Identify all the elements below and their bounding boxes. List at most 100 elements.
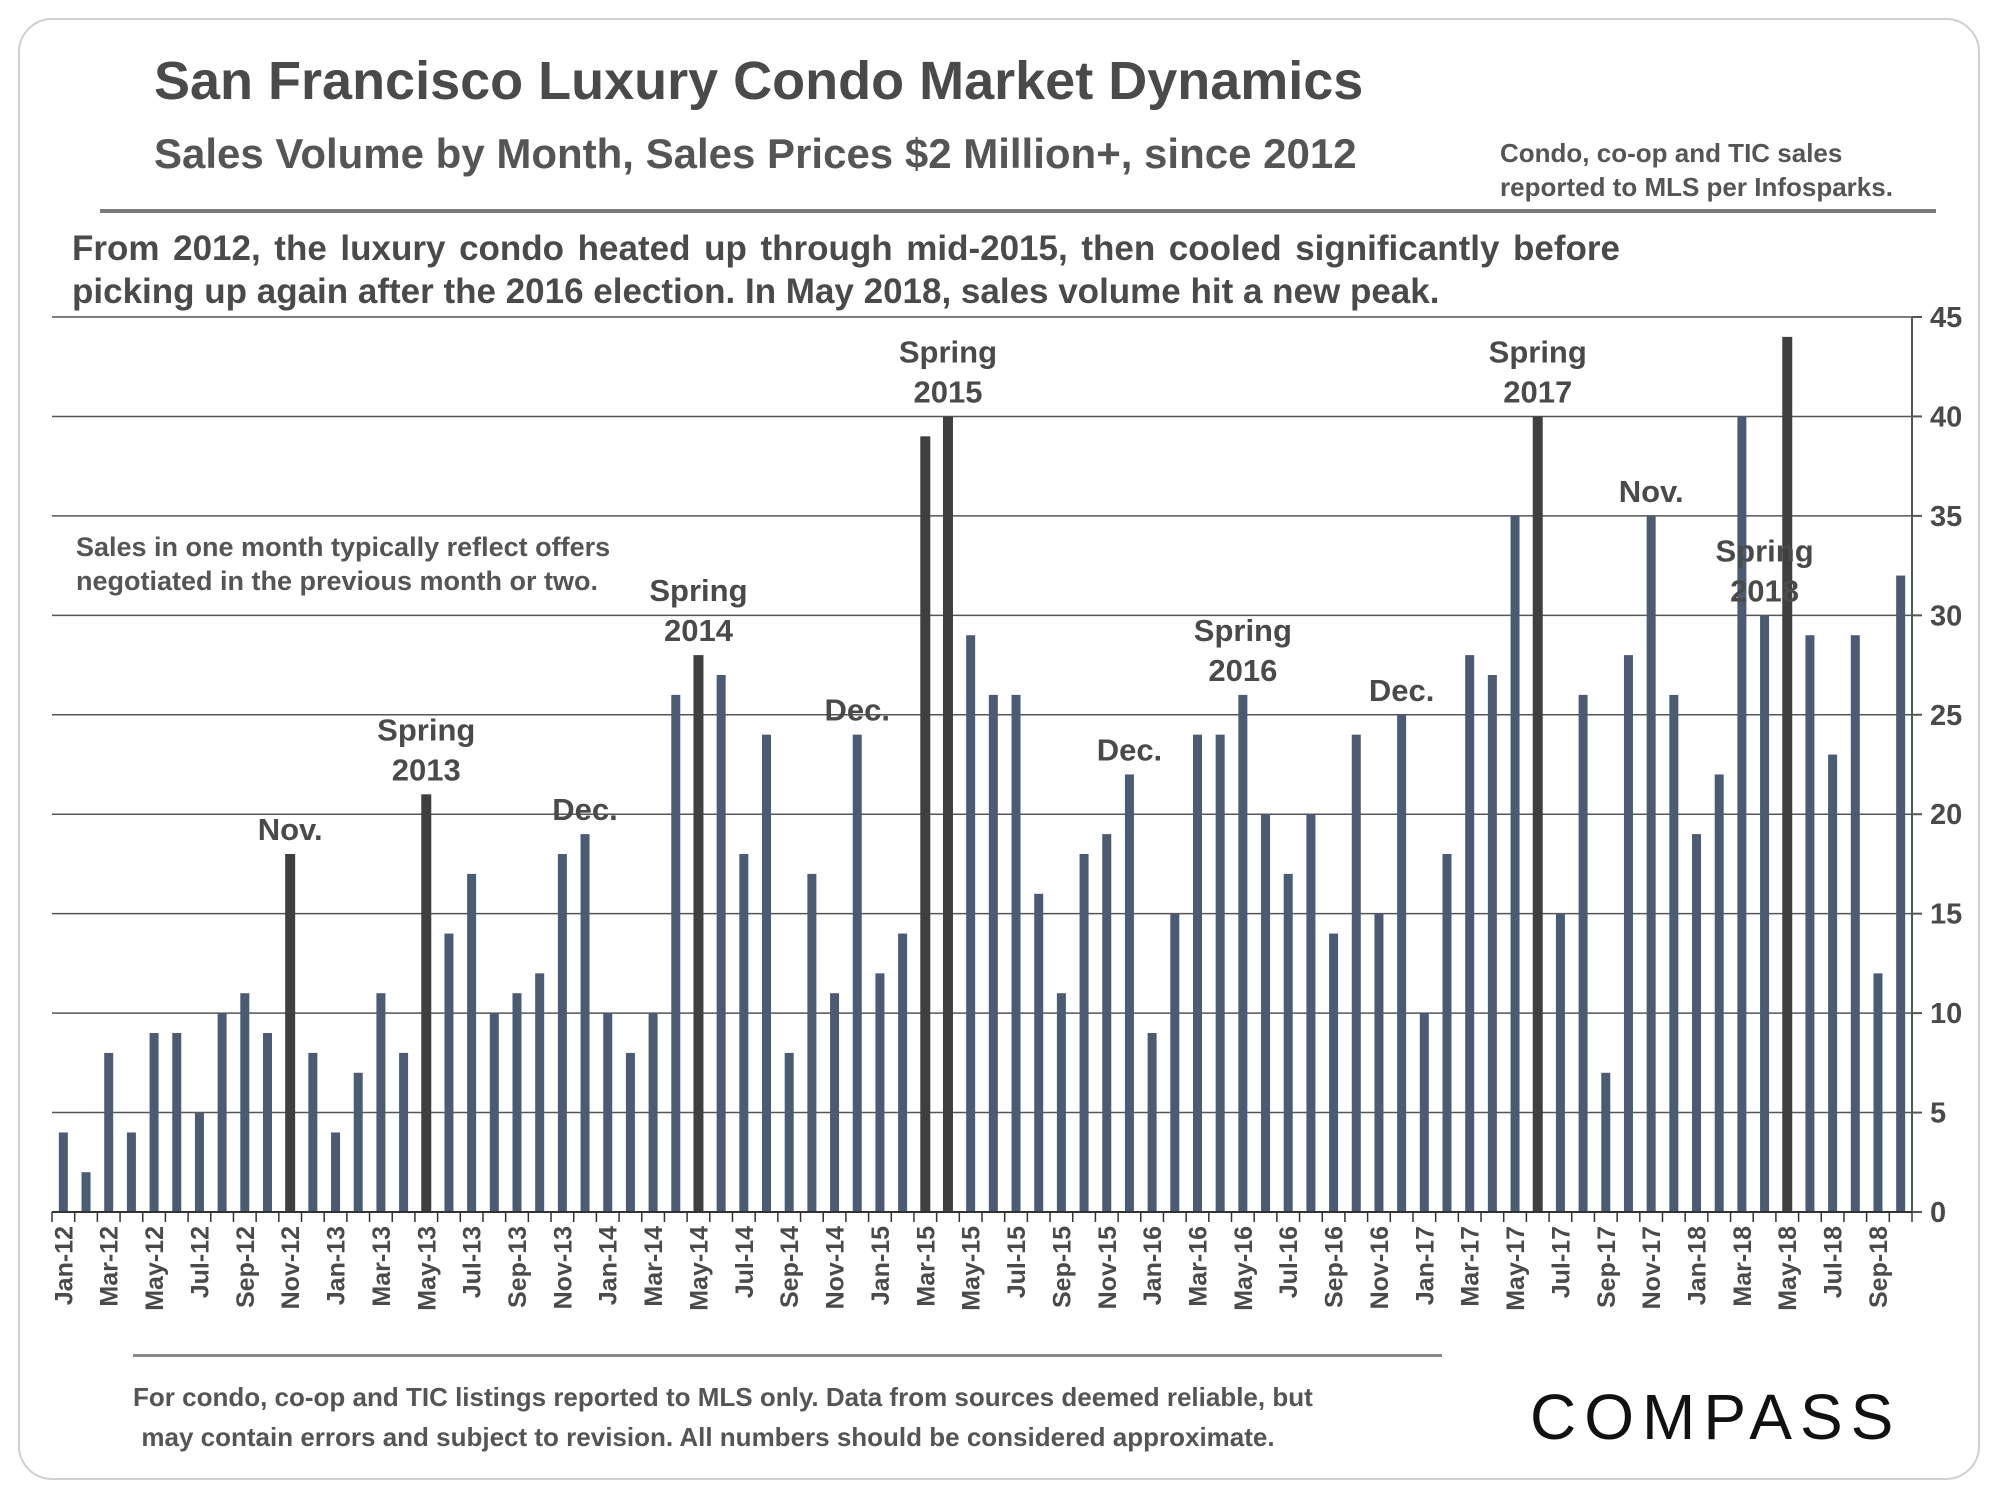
y-tick-label: 35 [1930, 501, 1962, 533]
x-tick-label: May-18 [1774, 1226, 1802, 1311]
annotation-label: 2016 [1208, 653, 1277, 688]
bar-mar-14 [648, 1013, 658, 1212]
annotation-label: 2013 [392, 752, 461, 787]
annotation-label: Nov. [258, 812, 323, 847]
bar-jul-18 [1828, 754, 1838, 1212]
x-tick-label: Jul-18 [1820, 1226, 1848, 1298]
bar-sep-12 [240, 993, 250, 1212]
y-tick-label: 45 [1930, 302, 1962, 334]
bar-dec-15 [1124, 774, 1134, 1212]
bar-aug-18 [1850, 635, 1860, 1212]
bar-nov-14 [830, 993, 840, 1212]
annotation-label: Dec. [552, 792, 617, 827]
annotation-label: Dec. [1369, 673, 1434, 708]
bar-feb-16 [1170, 913, 1180, 1212]
footer-line-1: For condo, co-op and TIC listings report… [133, 1382, 1313, 1412]
x-tick-label: Nov-13 [549, 1226, 577, 1309]
x-tick-label: Sep-18 [1865, 1226, 1893, 1308]
x-tick-label: Sep-14 [776, 1226, 804, 1308]
bar-nov-15 [1102, 834, 1112, 1212]
bar-jun-12 [172, 1033, 182, 1212]
x-tick-label: Nov-15 [1094, 1226, 1122, 1309]
bar-feb-13 [353, 1072, 363, 1212]
bar-jul-13 [467, 873, 477, 1212]
x-tick-label: Jul-12 [186, 1226, 214, 1298]
bar-nov-16 [1374, 913, 1384, 1212]
y-tick-label: 25 [1930, 700, 1962, 732]
source-line-2: reported to MLS per Infosparks. [1500, 172, 1893, 202]
bar-nov-13 [557, 854, 567, 1212]
bar-sep-15 [1056, 993, 1066, 1212]
compass-logo: COMPASS [1530, 1381, 1902, 1453]
bar-aug-14 [762, 734, 772, 1212]
x-tick-label: Jan-13 [323, 1226, 351, 1305]
bar-oct-15 [1079, 854, 1089, 1212]
bar-nov-12 [285, 854, 296, 1212]
bar-jul-15 [1011, 694, 1021, 1212]
bar-sep-18 [1873, 973, 1883, 1212]
bar-jul-12 [194, 1112, 204, 1212]
annotation-label: Spring [377, 712, 475, 747]
bar-jul-17 [1555, 913, 1565, 1212]
x-tick-label: Nov-12 [277, 1226, 305, 1309]
bar-aug-16 [1306, 814, 1316, 1212]
bar-apr-17 [1487, 675, 1497, 1212]
y-tick-label: 10 [1930, 998, 1962, 1030]
chart-title: San Francisco Luxury Condo Market Dynami… [154, 51, 1364, 111]
x-tick-label: Mar-12 [96, 1226, 124, 1307]
bar-oct-17 [1623, 655, 1633, 1212]
bar-oct-16 [1351, 734, 1361, 1212]
x-tick-label: Sep-12 [232, 1226, 260, 1308]
footer-line-2: may contain errors and subject to revisi… [141, 1422, 1275, 1452]
y-tick-label: 15 [1930, 899, 1962, 931]
bar-sep-17 [1601, 1072, 1611, 1212]
bar-sep-14 [784, 1052, 794, 1212]
x-tick-label: Nov-14 [822, 1226, 850, 1309]
x-tick-label: May-16 [1230, 1226, 1258, 1311]
y-tick-label: 5 [1930, 1098, 1946, 1130]
bar-apr-18 [1760, 615, 1770, 1212]
bar-dec-14 [852, 734, 862, 1212]
x-tick-label: Sep-17 [1593, 1226, 1621, 1308]
x-tick-label: Sep-15 [1048, 1226, 1076, 1308]
x-tick-label: May-14 [685, 1226, 713, 1311]
bar-may-16 [1238, 694, 1248, 1212]
bar-dec-16 [1397, 714, 1407, 1212]
annotation-label: Spring [1715, 533, 1813, 568]
footer-divider [133, 1354, 1442, 1357]
bar-may-17 [1510, 515, 1520, 1212]
x-tick-label: Jan-14 [595, 1226, 623, 1305]
note-line-2: negotiated in the previous month or two. [76, 566, 599, 596]
annotation-label: 2018 [1730, 573, 1799, 608]
bar-dec-13 [580, 834, 590, 1212]
note-line-1: Sales in one month typically reflect off… [76, 532, 611, 562]
x-tick-label: Jan-16 [1139, 1226, 1167, 1305]
bar-may-14 [693, 655, 704, 1212]
bar-dec-12 [308, 1052, 318, 1212]
x-tick-label: Sep-13 [504, 1226, 532, 1308]
x-tick-label: Jul-14 [731, 1226, 759, 1298]
chart-frame [18, 18, 1980, 1480]
bar-jun-18 [1805, 635, 1815, 1212]
x-tick-label: Nov-17 [1638, 1226, 1666, 1309]
x-tick-label: Jul-15 [1003, 1226, 1031, 1298]
bar-mar-18 [1737, 416, 1747, 1212]
x-tick-label: Mar-16 [1184, 1226, 1212, 1307]
bar-jun-15 [988, 694, 998, 1212]
x-tick-label: Jan-12 [50, 1226, 78, 1305]
bar-feb-17 [1442, 854, 1452, 1212]
x-tick-label: Jul-13 [459, 1226, 487, 1298]
bar-jan-16 [1147, 1033, 1157, 1212]
bar-aug-12 [217, 1013, 227, 1212]
bar-jun-16 [1261, 814, 1271, 1212]
bar-jan-13 [331, 1132, 341, 1212]
annotation-label: Dec. [1097, 732, 1162, 767]
annotation-label: 2014 [664, 613, 734, 648]
annotation-label: Spring [649, 573, 747, 608]
bar-jan-14 [603, 1013, 613, 1212]
bar-sep-16 [1329, 933, 1339, 1212]
y-tick-label: 30 [1930, 600, 1962, 632]
footer-disclaimer: For condo, co-op and TIC listings report… [133, 1377, 1313, 1457]
x-tick-label: Jan-18 [1684, 1226, 1712, 1305]
bar-feb-15 [898, 933, 908, 1212]
